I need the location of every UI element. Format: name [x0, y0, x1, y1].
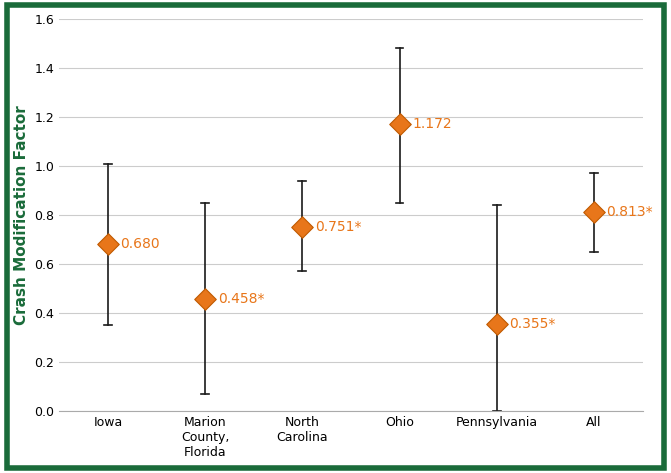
Text: 0.680: 0.680: [121, 237, 160, 252]
Text: 1.172: 1.172: [412, 117, 452, 131]
Text: 0.355*: 0.355*: [509, 317, 556, 331]
Point: [394, 120, 405, 128]
Point: [491, 320, 502, 328]
Y-axis label: Crash Modification Factor: Crash Modification Factor: [14, 105, 29, 325]
Point: [297, 223, 308, 231]
Point: [200, 295, 211, 303]
Text: 0.458*: 0.458*: [218, 292, 264, 306]
Point: [588, 208, 599, 216]
Text: 0.751*: 0.751*: [315, 220, 362, 234]
Text: 0.813*: 0.813*: [607, 205, 653, 219]
Point: [103, 241, 113, 248]
